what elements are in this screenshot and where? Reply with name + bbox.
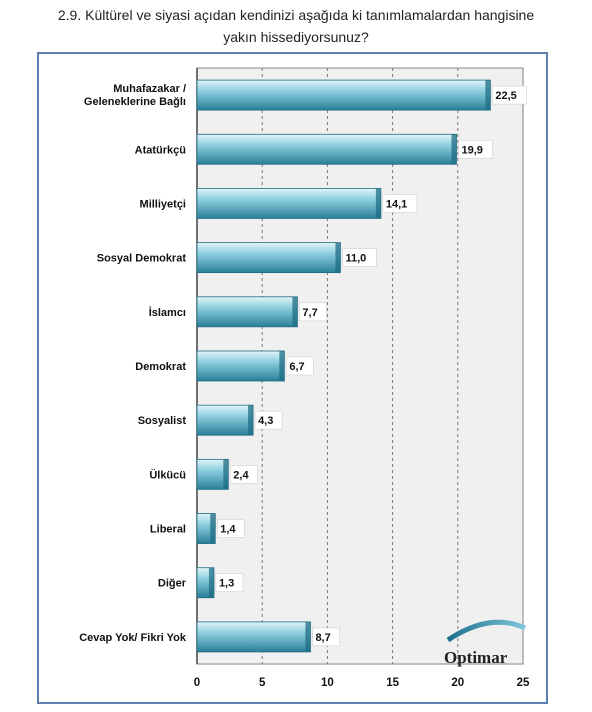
bar-end-cap (279, 351, 285, 381)
value-label: 2,4 (233, 469, 249, 481)
bar-end-cap (223, 459, 229, 490)
optimar-logo: Optimar (444, 619, 527, 667)
category-label: Liberal (150, 524, 186, 536)
category-label: Ülkücü (149, 468, 186, 481)
category-label: Sosyalist (138, 415, 187, 427)
x-tick-label: 20 (451, 677, 464, 689)
category-label: Diğer (158, 578, 187, 590)
category-label: Cevap Yok/ Fikri Yok (79, 632, 187, 644)
value-label-box (492, 85, 527, 105)
bar-end-cap (485, 80, 491, 111)
bar-end-cap (292, 296, 298, 327)
category-label: Muhafazakar / (113, 83, 186, 95)
category-label: Milliyetçi (140, 198, 186, 210)
bar (196, 133, 457, 165)
bar (196, 621, 311, 653)
bar-end-cap (375, 188, 381, 219)
bar (196, 79, 491, 111)
value-label-box (254, 410, 283, 430)
value-label: 7,7 (302, 307, 317, 319)
value-label-box (382, 194, 418, 213)
x-tick-label: 0 (194, 677, 200, 689)
value-label-box (286, 356, 314, 376)
value-label: 8,7 (315, 632, 330, 644)
bar-end-cap (335, 242, 341, 273)
value-label-box (312, 627, 340, 647)
category-label: Sosyal Demokrat (97, 253, 187, 265)
value-label-box (216, 519, 245, 538)
plot-area (196, 67, 524, 665)
value-label-box (215, 573, 244, 593)
category-label: Geleneklerine Bağlı (84, 96, 186, 108)
logo-text: Optimar (444, 648, 508, 667)
bar (196, 188, 382, 219)
x-tick-label: 15 (386, 677, 399, 689)
value-label: 6,7 (289, 361, 304, 373)
value-label: 11,0 (345, 253, 366, 265)
bar-end-cap (248, 405, 254, 436)
value-label-box (458, 139, 493, 159)
chart-title-line2: yakın hissediyorsunuz? (223, 29, 369, 45)
value-label: 4,3 (258, 415, 273, 427)
bar-end-cap (210, 513, 216, 544)
bar (196, 404, 254, 436)
bar-end-cap (305, 621, 311, 652)
value-label-box (299, 302, 327, 322)
bar (196, 350, 285, 382)
category-label: Atatürkçü (135, 144, 186, 156)
x-tick-label: 25 (517, 677, 530, 689)
value-label-box (342, 248, 377, 267)
bar-end-cap (208, 567, 214, 598)
logo-swoosh (446, 619, 527, 643)
value-label: 19,9 (461, 144, 482, 156)
category-label: Demokrat (135, 361, 186, 373)
value-label: 22,5 (495, 90, 516, 102)
value-label: 1,4 (220, 524, 236, 536)
value-label-box (229, 465, 258, 484)
bar (196, 242, 341, 274)
category-label: İslamcı (149, 306, 186, 319)
bar (196, 458, 229, 490)
x-tick-label: 5 (259, 677, 266, 689)
x-tick-label: 10 (321, 677, 334, 689)
bar-end-cap (451, 134, 457, 165)
chart-title: 2.9. Kültürel ve siyasi açıdan kendinizi… (0, 4, 592, 48)
bar (196, 296, 298, 328)
value-label: 14,1 (386, 198, 407, 210)
value-label: 1,3 (219, 578, 234, 590)
chart-title-line1: 2.9. Kültürel ve siyasi açıdan kendinizi… (57, 7, 535, 23)
